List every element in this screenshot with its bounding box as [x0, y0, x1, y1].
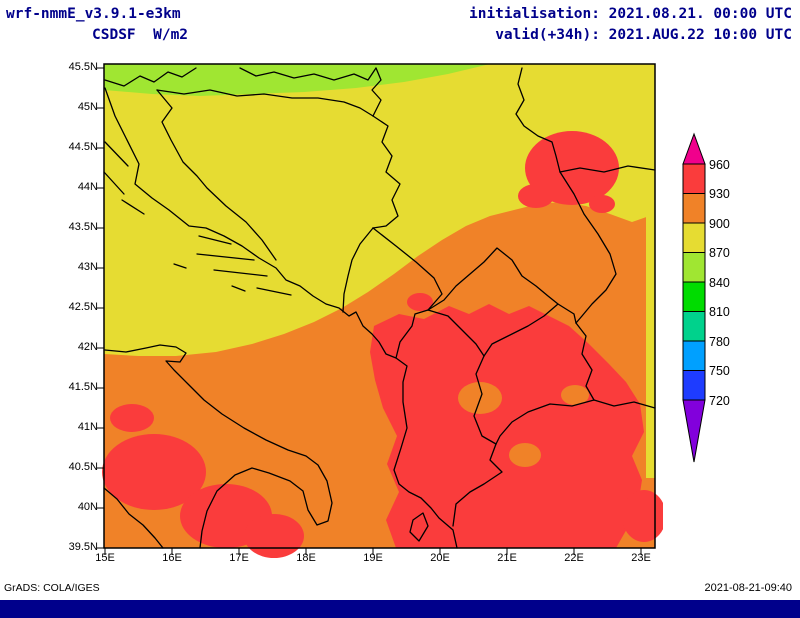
lon-axis-label: 21E: [497, 552, 517, 564]
colorbar: 960 930 900 870 840 810 780 750 720: [682, 132, 730, 463]
lon-axis-label: 23E: [631, 552, 651, 564]
colorbar-segment: [682, 370, 706, 401]
bottom-navy-bar: [0, 600, 800, 618]
lat-axis-label: 45N: [77, 101, 98, 113]
field-red: [102, 131, 663, 558]
lat-axis-label: 43.5N: [68, 221, 98, 233]
lat-axis-label: 41.5N: [68, 381, 98, 393]
lat-axis-label: 42.5N: [68, 301, 98, 313]
model-title: wrf-nmmE_v3.9.1-e3km: [6, 6, 181, 22]
colorbar-label: 900: [709, 217, 730, 231]
colorbar-bottom-arrow: [682, 399, 706, 463]
colorbar-segment: [682, 311, 706, 342]
lon-axis-label: 19E: [363, 552, 383, 564]
country-borders: [104, 67, 656, 527]
lon-axis-label: 22E: [564, 552, 584, 564]
colorbar-label: 720: [709, 394, 730, 408]
map-frame: [103, 63, 656, 549]
lat-axis-label: 45.5N: [68, 61, 98, 73]
colorbar-label: 870: [709, 246, 730, 260]
lon-axis-label: 18E: [296, 552, 316, 564]
init-time: initialisation: 2021.08.21. 00:00 UTC: [468, 6, 792, 22]
lat-axis-label: 41N: [77, 421, 98, 433]
lat-axis-label: 40.5N: [68, 461, 98, 473]
lat-axis-label: 44.5N: [68, 141, 98, 153]
valid-time: valid(+34h): 2021.AUG.22 10:00 UTC: [495, 27, 792, 43]
axis-ticks: [97, 67, 642, 555]
dalmatian-islands: [103, 141, 429, 542]
lat-axis-label: 43N: [77, 261, 98, 273]
map-canvas: [97, 63, 663, 558]
colorbar-label: 780: [709, 335, 730, 349]
variable-title: CSDSF W/m2: [92, 27, 189, 43]
colorbar-label: 750: [709, 364, 730, 378]
colorbar-label: 810: [709, 305, 730, 319]
colorbar-segment: [682, 222, 706, 253]
generated-timestamp: 2021-08-21-09:40: [704, 582, 792, 594]
lon-axis-label: 16E: [162, 552, 182, 564]
colorbar-label: 930: [709, 187, 730, 201]
colorbar-segment: [682, 281, 706, 312]
colorbar-segment: [682, 340, 706, 371]
lon-axis-label: 15E: [95, 552, 115, 564]
colorbar-label: 840: [709, 276, 730, 290]
adriatic-coastline-path: [104, 87, 458, 549]
italy-coastline: [103, 344, 333, 549]
colorbar-segment: [682, 193, 706, 224]
lon-axis-label: 20E: [430, 552, 450, 564]
lat-axis-label: 40N: [77, 501, 98, 513]
lat-axis-label: 42N: [77, 341, 98, 353]
colorbar-segment: [682, 252, 706, 283]
lon-axis-label: 17E: [229, 552, 249, 564]
lat-axis-label: 44N: [77, 181, 98, 193]
colorbar-label: 960: [709, 158, 730, 172]
field-yellow: [104, 64, 655, 478]
lat-axis-label: 39.5N: [68, 541, 98, 553]
field-yellow-green: [104, 64, 490, 96]
grads-credit: GrADS: COLA/IGES: [4, 582, 100, 594]
colorbar-segment: [682, 163, 706, 194]
colorbar-top-arrow: [682, 132, 706, 165]
